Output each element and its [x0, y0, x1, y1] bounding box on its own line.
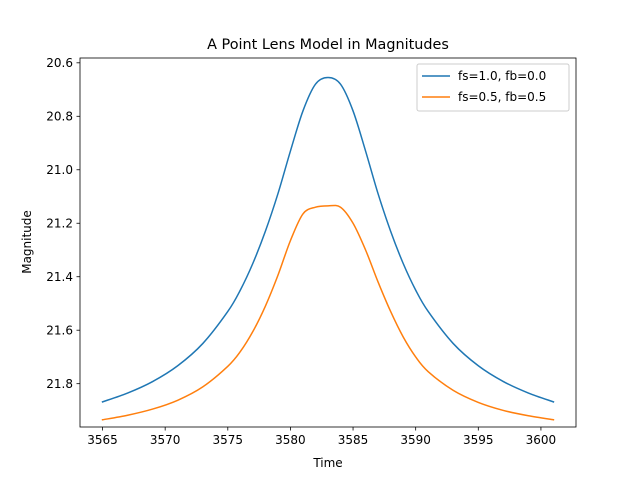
series-line-1: [101, 76, 555, 403]
legend-label-1: fs=1.0, fb=0.0: [458, 69, 546, 83]
x-tick-label: 3565: [87, 433, 118, 447]
plot-frame: [79, 57, 577, 428]
x-tick-label: 3570: [150, 433, 181, 447]
legend: fs=1.0, fb=0.0 fs=0.5, fb=0.5: [416, 63, 570, 112]
y-tick-label: 21.8: [46, 377, 73, 391]
y-axis-label: Magnitude: [20, 210, 34, 274]
y-tick-label: 21.0: [46, 163, 73, 177]
legend-entries: fs=1.0, fb=0.0 fs=0.5, fb=0.5: [422, 69, 546, 104]
series-layer: [101, 76, 555, 421]
y-tick-label: 21.2: [46, 216, 73, 230]
y-tick-label: 20.6: [46, 56, 73, 70]
x-tick-label: 3580: [275, 433, 306, 447]
x-tick-label: 3575: [213, 433, 244, 447]
x-tick-label: 3600: [526, 433, 557, 447]
y-tick-label: 21.4: [46, 270, 73, 284]
chart-title: A Point Lens Model in Magnitudes: [207, 37, 449, 53]
x-axis-label: Time: [312, 456, 342, 470]
y-tick-label: 21.6: [46, 323, 73, 337]
y-tick-label: 20.8: [46, 109, 73, 123]
legend-label-2: fs=0.5, fb=0.5: [458, 90, 546, 104]
x-axis-ticks: 3565 3570 3575 3580 3585 3590 3595 3600: [87, 427, 556, 447]
x-tick-label: 3585: [338, 433, 369, 447]
series-line-2: [101, 204, 555, 421]
y-axis-ticks: 20.6 20.8 21.0 21.2 21.4 21.6 21.8: [46, 56, 80, 391]
x-tick-label: 3595: [463, 433, 494, 447]
x-tick-label: 3590: [400, 433, 431, 447]
legend-box: [416, 63, 570, 112]
